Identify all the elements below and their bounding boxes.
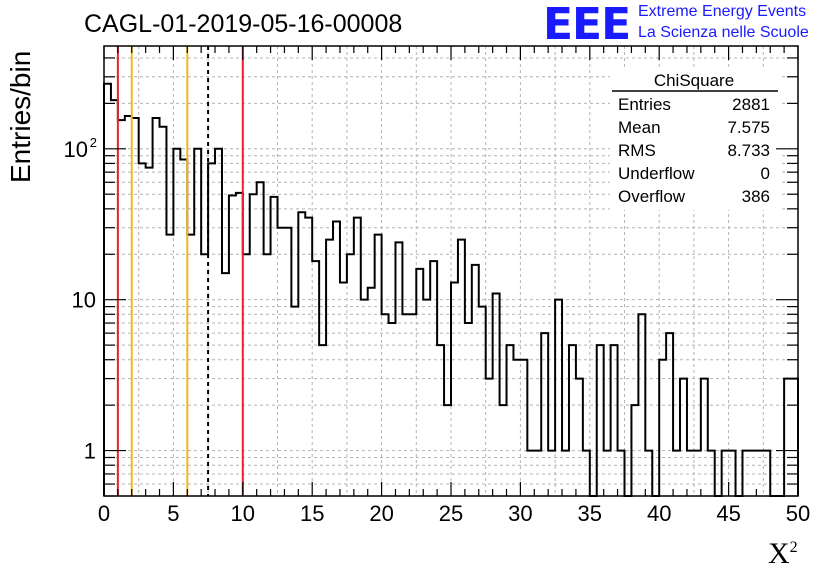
x-axis-label-main: X [768, 537, 790, 570]
stats-value: 0 [761, 164, 770, 183]
stats-value: 2881 [732, 95, 770, 114]
x-tick-label: 15 [300, 501, 324, 526]
eee-logo: EEE [543, 0, 631, 50]
x-axis-label: X2 [768, 537, 798, 571]
x-tick-label: 20 [369, 501, 393, 526]
x-tick-label: 50 [786, 501, 810, 526]
x-tick-label: 5 [167, 501, 179, 526]
x-tick-label: 45 [716, 501, 740, 526]
stats-value: 8.733 [727, 141, 770, 160]
stats-label: RMS [618, 141, 656, 160]
histogram-bins [103, 82, 799, 497]
marker-lines [116, 46, 244, 496]
x-tick-label: 35 [578, 501, 602, 526]
y-tick-label-exponent: 2 [90, 135, 97, 150]
x-axis-label-sup: 2 [789, 539, 798, 556]
x-tick-label: 30 [508, 501, 532, 526]
stats-label: Overflow [618, 187, 686, 206]
stats-value: 7.575 [727, 118, 770, 137]
logo-line-2: La Scienza nelle Scuole [638, 24, 809, 41]
chart-title: CAGL-01-2019-05-16-00008 [84, 10, 403, 38]
y-tick-label: 1 [84, 439, 96, 464]
histogram-outline [103, 82, 799, 497]
stats-label: Underflow [618, 164, 695, 183]
y-tick-label: 10 [64, 137, 88, 162]
y-tick-label: 10 [72, 288, 96, 313]
x-tick-label: 25 [439, 501, 463, 526]
stats-label: Entries [618, 95, 671, 114]
x-tick-label: 0 [98, 501, 110, 526]
stats-box: ChiSquare Entries 2881 Mean 7.575 RMS 8.733 Und… [610, 68, 780, 210]
x-tick-label: 10 [231, 501, 255, 526]
stats-title: ChiSquare [654, 71, 734, 90]
logo-line-1: Extreme Energy Events [638, 3, 807, 20]
stats-label: Mean [618, 118, 661, 137]
x-tick-label: 40 [647, 501, 671, 526]
stats-value: 386 [742, 187, 770, 206]
